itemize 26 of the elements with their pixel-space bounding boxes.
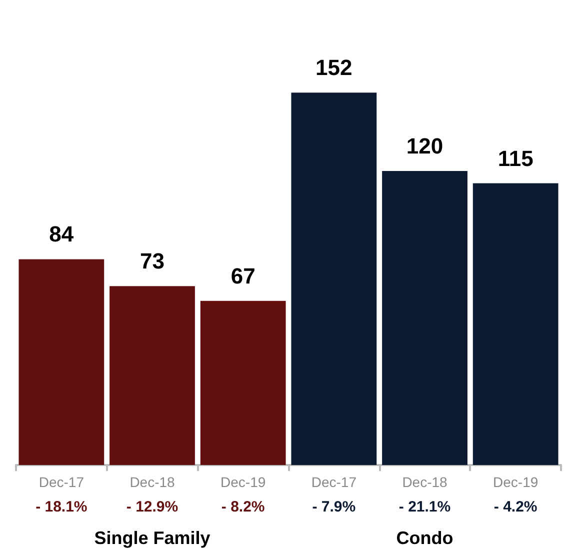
text: - 7.9% (312, 498, 356, 516)
bar (472, 183, 558, 465)
data-label: 120 (406, 134, 444, 158)
text: - 4.2% (494, 498, 538, 516)
text: - 8.2% (221, 498, 265, 516)
data-label: 115 (498, 146, 534, 171)
x-tick-label: Dec-18 (402, 474, 448, 490)
x-tick-label: Dec-17 (38, 474, 84, 490)
x-tick-label: Dec-19 (493, 474, 538, 490)
data-label: 152 (316, 55, 352, 80)
text: - 12.9% (126, 498, 178, 516)
text: Condo (396, 528, 454, 548)
text: Single Family (94, 528, 210, 548)
text: - 21.1% (398, 498, 451, 516)
text: - 18.1% (36, 498, 88, 516)
data-label: 84 (49, 222, 74, 247)
x-tick-label: Dec-17 (311, 474, 357, 490)
data-label: 73 (140, 248, 164, 274)
data-label: 67 (230, 263, 256, 288)
x-tick-label: Dec-19 (220, 474, 266, 490)
x-tick-label: Dec-18 (130, 474, 176, 490)
bar (382, 171, 468, 465)
bar (18, 259, 104, 465)
bar (110, 286, 195, 465)
bar (291, 92, 377, 465)
bar (200, 300, 286, 465)
